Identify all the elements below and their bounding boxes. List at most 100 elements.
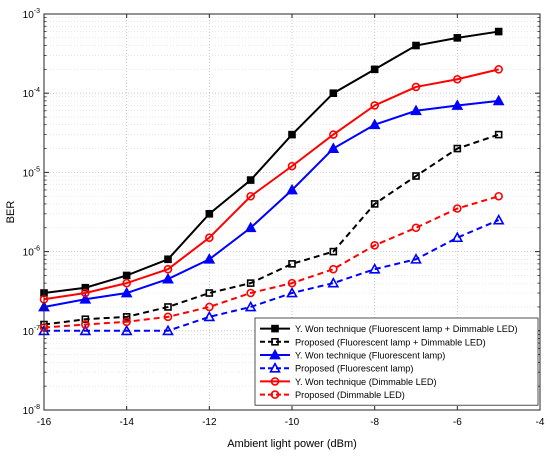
data-point: [411, 82, 421, 92]
series-line-1: [43, 133, 499, 326]
data-point: [329, 130, 338, 139]
data-point: [122, 313, 131, 321]
data-point: [453, 204, 462, 213]
data-point: [492, 213, 505, 225]
data-point: [246, 191, 255, 201]
data-point: [370, 65, 379, 74]
legend-entry: Proposed (Fluorescent lamp + Dimmable LE…: [260, 337, 486, 347]
data-point: [244, 221, 257, 233]
x-tick-label: -10: [285, 417, 300, 428]
data-point: [287, 278, 297, 288]
y-tick-base: 10: [23, 89, 35, 100]
x-tick-label: -6: [453, 417, 462, 428]
y-tick-exponent: -7: [34, 325, 40, 332]
data-point: [494, 65, 503, 74]
data-point: [368, 118, 381, 130]
data-point: [205, 233, 214, 242]
y-axis-label: BER: [5, 201, 17, 224]
data-point: [246, 279, 255, 287]
data-point: [453, 144, 462, 153]
y-tick-base: 10: [23, 10, 35, 21]
data-point: [120, 286, 133, 298]
series-line-0: [43, 30, 499, 295]
y-tick-exponent: -4: [34, 87, 40, 94]
data-point: [286, 183, 298, 195]
data-point: [494, 27, 503, 36]
y-tick-label: 10-6: [23, 246, 40, 259]
legend-label: Proposed (Dimmable LED): [295, 390, 405, 400]
data-point: [370, 101, 379, 110]
data-point: [494, 130, 503, 139]
data-point: [451, 231, 464, 243]
series-5: [39, 191, 503, 332]
legend-label: Y. Won technique (Dimmable LED): [295, 377, 437, 387]
data-point: [81, 283, 90, 292]
legend-entry: Y. Won technique (Fluorescent lamp): [260, 348, 445, 361]
series-line-5: [43, 195, 499, 329]
data-point: [288, 260, 296, 268]
y-tick-base: 10: [23, 406, 35, 417]
legend-entry: Proposed (Dimmable LED): [260, 390, 405, 400]
series-0: [40, 27, 503, 297]
data-point: [164, 303, 172, 311]
legend-marker: [270, 390, 280, 399]
data-point: [164, 255, 172, 264]
data-point: [244, 300, 257, 312]
y-tick-base: 10: [23, 168, 35, 179]
data-point: [81, 315, 90, 324]
y-tick-base: 10: [23, 327, 35, 338]
data-point: [205, 210, 214, 218]
legend-label: Proposed (Fluorescent lamp + Dimmable LE…: [295, 337, 486, 347]
data-point: [329, 247, 338, 256]
data-point: [120, 324, 133, 336]
data-point: [162, 324, 174, 336]
data-point: [122, 278, 131, 288]
legend-label: Y. Won technique (Fluorescent lamp): [295, 351, 445, 361]
data-point: [79, 324, 92, 336]
data-point: [81, 288, 90, 298]
data-point: [79, 293, 92, 304]
y-tick-exponent: -6: [34, 246, 40, 253]
x-tick-label: -14: [119, 417, 134, 428]
series-line-4: [43, 68, 499, 301]
data-point: [412, 41, 420, 50]
y-tick-exponent: -5: [34, 166, 40, 173]
data-point: [288, 130, 296, 139]
y-tick-label: 10-7: [23, 325, 40, 338]
data-point: [451, 99, 464, 110]
data-point: [410, 253, 422, 264]
legend-entry: Y. Won technique (Dimmable LED): [260, 377, 437, 387]
y-tick-label: 10-5: [23, 166, 40, 179]
legend-marker: [270, 377, 280, 386]
y-tick-label: 10-8: [23, 404, 40, 417]
data-point: [368, 263, 381, 274]
y-tick-exponent: -3: [34, 8, 40, 15]
data-point: [412, 172, 420, 180]
x-tick-label: -8: [370, 417, 379, 428]
data-point: [411, 223, 421, 233]
legend: Y. Won technique (Fluorescent lamp + Dim…: [254, 317, 539, 406]
data-point: [246, 288, 255, 298]
x-tick-label: -4: [536, 417, 545, 428]
legend-entry: Y. Won technique (Fluorescent lamp + Dim…: [260, 324, 518, 334]
data-point: [122, 317, 131, 327]
legend-entry: Proposed (Fluorescent lamp): [260, 362, 413, 374]
data-point: [370, 200, 379, 208]
axis-ticks: -16 -14 -12 -10 -8 -6 -410-810-710-610-510-410…: [23, 8, 545, 428]
data-point: [329, 89, 338, 97]
data-point: [494, 191, 503, 201]
series-line-2: [43, 99, 499, 308]
y-tick-exponent: -8: [34, 404, 40, 411]
data-point: [329, 264, 338, 274]
x-tick-label: -16: [37, 417, 52, 428]
y-tick-label: 10-4: [23, 87, 40, 100]
x-tick-label: -12: [202, 417, 217, 428]
legend-marker: [271, 337, 279, 346]
legend-label: Proposed (Fluorescent lamp): [295, 364, 413, 374]
data-point: [287, 161, 297, 171]
legend-marker: [269, 348, 281, 360]
data-point: [370, 241, 379, 250]
x-axis-label: Ambient light power (dBm): [227, 438, 357, 450]
legend-marker: [269, 362, 281, 373]
